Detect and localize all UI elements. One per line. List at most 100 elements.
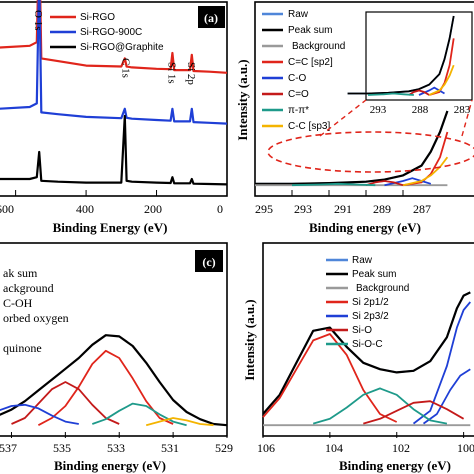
legend-label-peak-sum-d: Peak sum — [352, 269, 396, 280]
legend-label-peak-sum: Peak sum — [288, 25, 332, 36]
panel-a-xtick: 400 — [76, 202, 94, 216]
panel-b-xtick: 289 — [373, 202, 391, 216]
panel-a-xtick: 0 — [217, 202, 223, 216]
series-line-peak-sum — [255, 110, 449, 185]
panel-d-xlabel: Binding energy (eV) — [339, 458, 451, 473]
legend-label-peak-sum-c: ak sum — [3, 266, 38, 280]
legend-label-cc-sp3: C-C [sp3] — [288, 121, 330, 132]
legend-label-si-o: Si-O — [352, 325, 372, 336]
peak-label: O 1s — [32, 10, 44, 30]
legend-label-raw-d: Raw — [352, 255, 373, 266]
series-line-c-o — [11, 381, 120, 425]
panel-c-xtick: 529 — [215, 441, 233, 455]
series-line-si-rgo-graphite — [0, 114, 228, 186]
series-line-si-rgo-900c — [0, 0, 228, 125]
series-line-adsorbed-oxygen — [0, 403, 79, 425]
panel-c-xtick: 533 — [107, 441, 125, 455]
inset-line-c-c-sp3- — [428, 64, 455, 96]
panel-b-xlabel: Binding energy (eV) — [309, 220, 421, 235]
legend-label-si-2p12: Si 2p1/2 — [352, 297, 389, 308]
panel-b-ylabel: Intensity (a.u.) — [235, 59, 250, 140]
legend-label-si-rgo: Si-RGO — [80, 12, 115, 23]
panel-b-legend: Raw Peak sum Background C=C [sp2] C-O C=… — [262, 9, 345, 132]
panel-d-xtick: 102 — [392, 441, 410, 455]
inset-xtick: 293 — [370, 104, 387, 116]
series-line-peak-sum — [262, 291, 471, 415]
series-line-quinone — [91, 402, 187, 427]
series-line-c-oh — [37, 349, 174, 426]
series-line-c-c-sp2- — [402, 131, 449, 187]
legend-label-quinone: quinone — [3, 341, 42, 355]
zoom-connector-right — [461, 99, 473, 137]
panel-b-xtick: 293 — [294, 202, 312, 216]
series-line-raw — [255, 110, 449, 185]
panel-d: Raw Peak sum Background Si 2p1/2 Si 2p3/… — [242, 242, 474, 473]
panel-c-xtick: 537 — [0, 441, 17, 455]
panel-c-xtick: 531 — [161, 441, 179, 455]
legend-label-cc-sp2: C=C [sp2] — [288, 57, 333, 68]
legend-label-adsorbed-oxygen: orbed oxygen — [3, 311, 69, 325]
series-line-si-rgo — [0, 0, 228, 74]
inset-plot — [347, 15, 455, 96]
legend-label-background-d: Background — [356, 283, 409, 294]
panel-b-xtick: 291 — [334, 202, 352, 216]
legend-label-pi-pi: π-π* — [288, 105, 309, 116]
series-line-si-o — [363, 400, 465, 425]
legend-label-c-eq-o: C=O — [288, 89, 309, 100]
inset-line-peak-sum — [347, 15, 455, 95]
inset-frame — [365, 11, 473, 101]
panel-b-xtick: 295 — [255, 202, 273, 216]
panel-c-plot — [0, 334, 228, 438]
legend-label-raw: Raw — [288, 9, 309, 20]
panel-c-legend: ak sum ackground C-OH orbed oxygen quino… — [3, 266, 69, 355]
panel-a-label: (a) — [204, 11, 218, 25]
panel-d-legend: Raw Peak sum Background Si 2p1/2 Si 2p3/… — [326, 255, 409, 350]
inset-xtick: 283 — [454, 104, 471, 116]
panel-b-inset: 293 288 283 — [347, 11, 473, 116]
series-line-c-c-sp3- — [402, 156, 449, 187]
panel-c-label: (c) — [202, 255, 215, 269]
panel-d-plot — [262, 291, 471, 438]
panel-d-xtick: 106 — [257, 441, 275, 455]
panel-d-xtick: 104 — [325, 441, 343, 455]
legend-label-si-2p32: Si 2p3/2 — [352, 311, 389, 322]
legend-label-c-o: C-O — [288, 73, 307, 84]
panel-a-legend: Si-RGO Si-RGO-900C Si-RGO@Graphite — [50, 12, 164, 53]
legend-label-si-rgo-900c: Si-RGO-900C — [80, 27, 142, 38]
legend-label-background-c: ackground — [3, 281, 54, 295]
panel-c-label-box — [195, 250, 223, 272]
panel-b-xtick: 287 — [413, 202, 431, 216]
panel-d-xtick: 100 — [457, 441, 474, 455]
panel-a-label-box — [198, 6, 225, 28]
series-line-peak-sum — [0, 334, 228, 427]
panel-b-plot — [254, 110, 449, 196]
legend-label-si-o-c: Si-O-C — [352, 339, 383, 350]
panel-c-frame — [0, 242, 228, 437]
zoom-connector-left — [319, 99, 367, 137]
inset-xtick: 288 — [412, 104, 429, 116]
panel-c-xtick: 535 — [53, 441, 71, 455]
panel-a-frame — [0, 1, 228, 197]
panel-c-xlabel: Binding energy (eV) — [54, 458, 166, 473]
inset-line-- — [367, 92, 414, 96]
panel-d-ylabel: Intensity (a.u.) — [242, 299, 257, 380]
legend-label-background: Background — [292, 41, 345, 52]
peak-label: C 1s — [120, 58, 132, 78]
panel-a: O 1s C 1s Si 1s Si 2p (a) Si-RGO Si-RGO-900… — [0, 0, 228, 235]
panel-a-xtick: 600 — [0, 202, 14, 216]
peak-label: Si 2p — [185, 62, 197, 85]
peak-label: Si 1s — [165, 62, 177, 84]
series-line-si-o — [262, 333, 398, 423]
legend-label-c-oh: C-OH — [3, 296, 33, 310]
series-line-- — [291, 182, 376, 187]
panel-d-frame — [262, 242, 474, 437]
panel-a-xlabel: Binding Energy (eV) — [53, 220, 168, 235]
panel-c: (c) ak sum ackground C-OH orbed oxygen q… — [0, 242, 233, 473]
legend-label-si-rgo-graphite: Si-RGO@Graphite — [80, 42, 164, 53]
series-line-c-o — [365, 180, 404, 187]
panel-a-plot: O 1s C 1s Si 1s Si 2p — [0, 0, 228, 196]
zoom-ellipse — [267, 131, 474, 173]
series-line-si-2p1-2 — [412, 301, 471, 425]
panel-b: Raw Peak sum Background C=C [sp2] C-O C=… — [235, 1, 474, 235]
